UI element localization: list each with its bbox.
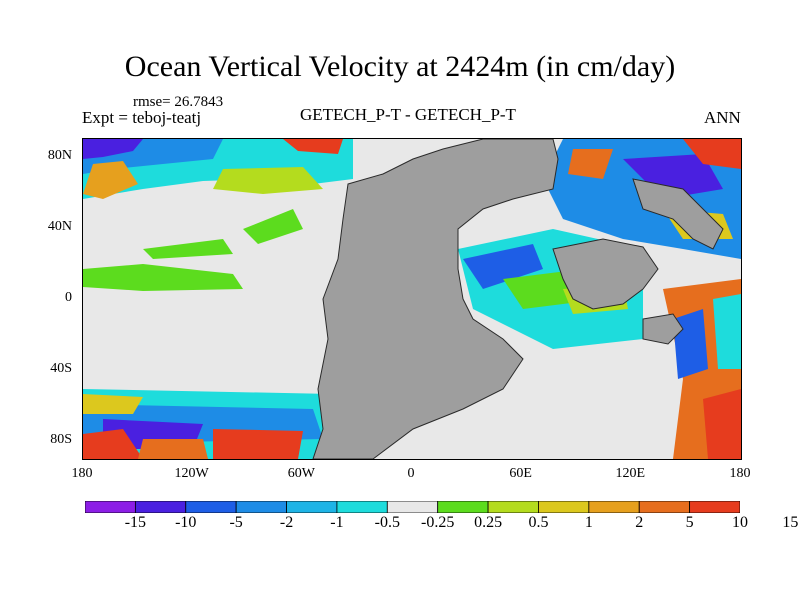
y-tick-label-2: 0 bbox=[65, 290, 72, 305]
east-north-red bbox=[683, 139, 741, 169]
colorbar-label-3: -2 bbox=[279, 514, 294, 531]
equatorial-green-2 bbox=[143, 239, 233, 259]
north-pacific-green bbox=[213, 167, 323, 194]
indian-blue bbox=[463, 244, 543, 289]
colorbar-segment-9 bbox=[538, 501, 590, 513]
colorbar-label-2: -5 bbox=[229, 514, 243, 531]
colorbar-segment-11 bbox=[638, 501, 691, 513]
colorbar bbox=[85, 501, 740, 513]
south-pacific-red-2 bbox=[213, 429, 303, 459]
north-pacific-violet bbox=[83, 139, 143, 159]
colorbar-segment-8 bbox=[487, 501, 539, 513]
colorbar-label-5: -0.5 bbox=[374, 514, 400, 531]
colorbar-label-11: 5 bbox=[685, 514, 694, 531]
colorbar-segment-12 bbox=[689, 501, 740, 513]
colorbar-segment-0 bbox=[85, 501, 136, 513]
colorbar-label-13: 15 bbox=[782, 514, 799, 531]
chart-title: Ocean Vertical Velocity at 2424m (in cm/… bbox=[124, 50, 676, 83]
colorbar-segment-10 bbox=[588, 501, 640, 513]
southeast-island bbox=[642, 313, 684, 345]
colorbar-label-6: -0.25 bbox=[421, 514, 455, 531]
y-tick-label-0: 80N bbox=[47, 147, 72, 163]
x-tick-label-5: 120E bbox=[615, 466, 646, 481]
colorbar-segment-6 bbox=[386, 501, 439, 513]
colorbar-label-0: -15 bbox=[124, 514, 147, 531]
north-pacific-red bbox=[283, 139, 343, 154]
east-south-cyan bbox=[713, 294, 741, 369]
colorbar-label-7: 0.25 bbox=[474, 514, 503, 531]
land-masses bbox=[312, 139, 724, 459]
y-tick-label-1: 40N bbox=[47, 218, 72, 234]
equatorial-green-1 bbox=[83, 264, 243, 291]
x-tick-label-1: 120W bbox=[174, 466, 209, 481]
east-landmass bbox=[552, 238, 659, 310]
colorbar-label-12: 10 bbox=[732, 514, 748, 531]
east-south-red bbox=[703, 389, 741, 459]
rmse-label: rmse= 26.7843 bbox=[133, 94, 224, 110]
x-tick-label-3: 0 bbox=[407, 466, 415, 481]
x-tick-label-2: 60W bbox=[287, 466, 315, 481]
y-tick-label-4: 80S bbox=[50, 432, 72, 448]
east-peninsula bbox=[632, 178, 724, 250]
colorbar-label-9: 1 bbox=[584, 514, 593, 531]
x-tick-label-0: 180 bbox=[71, 466, 93, 481]
x-tick-label-4: 60E bbox=[509, 466, 532, 481]
east-north-orange bbox=[568, 149, 613, 179]
ocean-anomaly-patches bbox=[83, 139, 353, 459]
south-pacific-red-1 bbox=[83, 429, 143, 459]
comparison-label: GETECH_P-T - GETECH_P-T bbox=[300, 105, 516, 124]
colorbar-segment-4 bbox=[286, 501, 338, 513]
equatorial-green-3 bbox=[243, 209, 303, 244]
north-pacific-orange bbox=[83, 161, 138, 199]
colorbar-label-8: 0.5 bbox=[528, 514, 549, 531]
south-pacific-orange bbox=[138, 439, 208, 459]
south-pacific-yellow bbox=[83, 394, 143, 414]
colorbar-segment-1 bbox=[134, 501, 187, 513]
experiment-label: Expt = teboj-teatj bbox=[82, 108, 202, 127]
colorbar-label-4: -1 bbox=[330, 514, 344, 531]
season-label: ANN bbox=[704, 108, 741, 127]
colorbar-segment-3 bbox=[235, 501, 287, 513]
map-plot-area bbox=[82, 138, 742, 460]
central-continent bbox=[312, 139, 559, 459]
colorbar-segment-2 bbox=[185, 501, 237, 513]
colorbar-label-1: -10 bbox=[175, 514, 197, 531]
x-tick-label-6: 180 bbox=[729, 466, 751, 481]
colorbar-segment-5 bbox=[336, 501, 388, 513]
map-canvas bbox=[83, 139, 741, 459]
east-north-violet bbox=[623, 154, 723, 199]
colorbar-label-10: 2 bbox=[635, 514, 644, 531]
colorbar-segment-7 bbox=[437, 501, 489, 513]
east-south-blue bbox=[673, 309, 708, 379]
y-tick-label-3: 40S bbox=[50, 361, 72, 377]
